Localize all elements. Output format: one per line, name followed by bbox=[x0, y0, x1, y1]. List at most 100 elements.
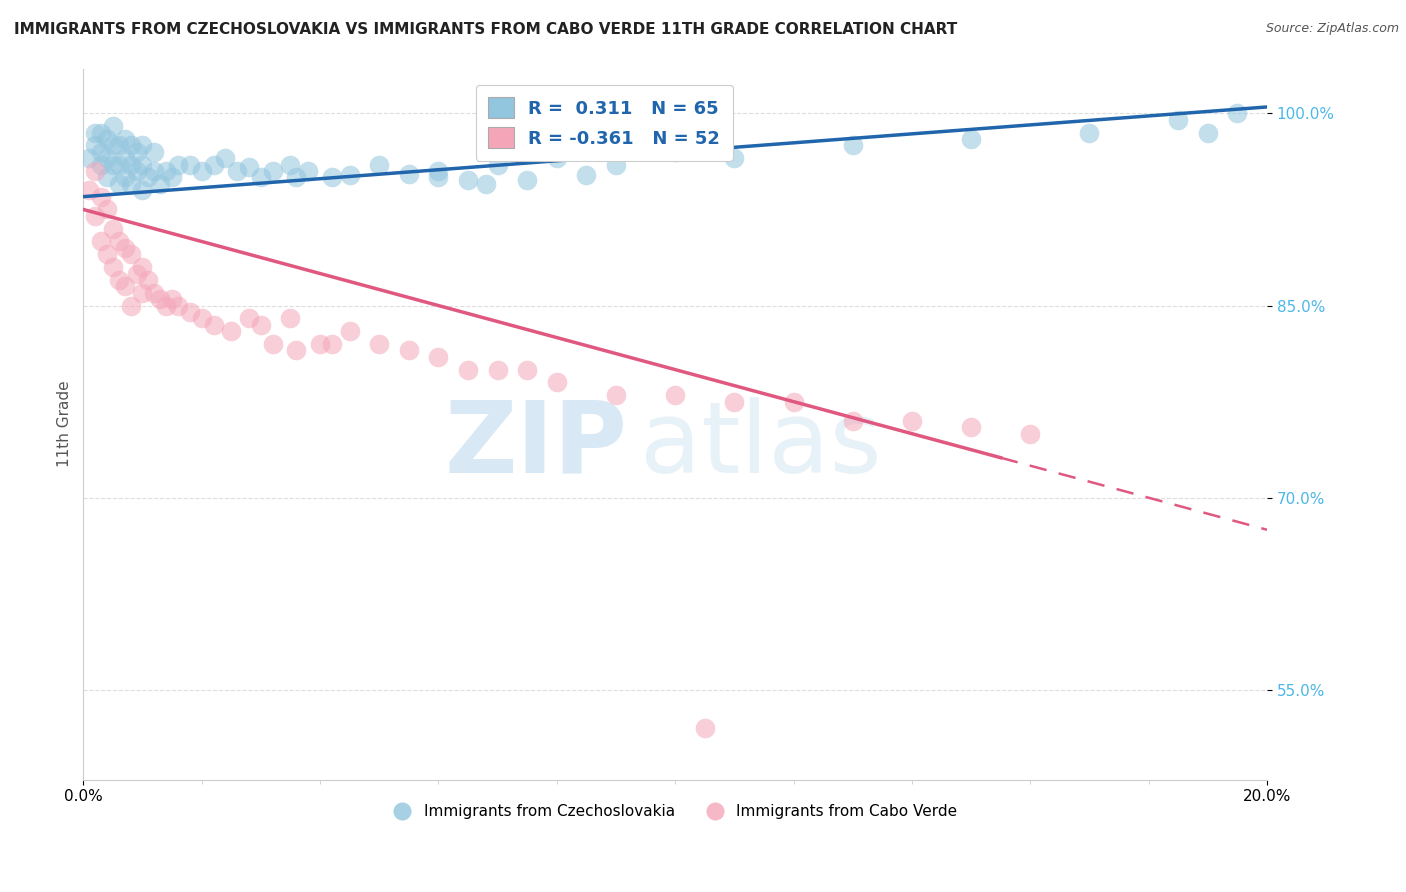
Point bbox=[285, 343, 308, 358]
Point bbox=[120, 247, 142, 261]
Point bbox=[841, 414, 863, 428]
Text: ZIP: ZIP bbox=[444, 397, 628, 494]
Point bbox=[84, 164, 107, 178]
Point bbox=[107, 138, 129, 153]
Point bbox=[114, 241, 136, 255]
Point bbox=[107, 235, 129, 249]
Point bbox=[1226, 106, 1249, 120]
Point bbox=[238, 160, 260, 174]
Point bbox=[167, 158, 190, 172]
Point bbox=[1197, 126, 1219, 140]
Point bbox=[101, 260, 124, 274]
Point bbox=[84, 126, 107, 140]
Point bbox=[96, 170, 118, 185]
Point bbox=[238, 311, 260, 326]
Point bbox=[546, 151, 568, 165]
Point bbox=[575, 168, 598, 182]
Point bbox=[427, 170, 450, 185]
Point bbox=[84, 138, 107, 153]
Point bbox=[457, 173, 479, 187]
Y-axis label: 11th Grade: 11th Grade bbox=[58, 381, 72, 467]
Text: atlas: atlas bbox=[640, 397, 882, 494]
Point bbox=[90, 145, 112, 159]
Point bbox=[143, 145, 166, 159]
Point bbox=[149, 292, 172, 306]
Point bbox=[457, 362, 479, 376]
Text: IMMIGRANTS FROM CZECHOSLOVAKIA VS IMMIGRANTS FROM CABO VERDE 11TH GRADE CORRELAT: IMMIGRANTS FROM CZECHOSLOVAKIA VS IMMIGR… bbox=[14, 22, 957, 37]
Point bbox=[155, 299, 177, 313]
Text: Source: ZipAtlas.com: Source: ZipAtlas.com bbox=[1265, 22, 1399, 36]
Point bbox=[309, 337, 332, 351]
Point bbox=[723, 394, 745, 409]
Point bbox=[90, 235, 112, 249]
Point bbox=[149, 177, 172, 191]
Point bbox=[321, 337, 343, 351]
Point bbox=[782, 394, 804, 409]
Point bbox=[546, 376, 568, 390]
Point bbox=[190, 164, 212, 178]
Point bbox=[486, 362, 509, 376]
Point bbox=[262, 337, 284, 351]
Point bbox=[120, 177, 142, 191]
Point bbox=[101, 221, 124, 235]
Point bbox=[339, 324, 361, 338]
Point bbox=[605, 388, 627, 402]
Point bbox=[120, 158, 142, 172]
Point bbox=[77, 151, 100, 165]
Point bbox=[664, 388, 686, 402]
Point bbox=[1078, 126, 1101, 140]
Point bbox=[398, 343, 420, 358]
Point bbox=[474, 177, 496, 191]
Point bbox=[516, 362, 538, 376]
Point bbox=[120, 299, 142, 313]
Point bbox=[167, 299, 190, 313]
Point bbox=[605, 158, 627, 172]
Point bbox=[120, 138, 142, 153]
Point bbox=[486, 158, 509, 172]
Point bbox=[114, 151, 136, 165]
Point bbox=[693, 722, 716, 736]
Point bbox=[138, 273, 160, 287]
Point bbox=[131, 260, 153, 274]
Point bbox=[107, 158, 129, 172]
Point bbox=[179, 158, 201, 172]
Point bbox=[285, 170, 308, 185]
Point bbox=[114, 132, 136, 146]
Point bbox=[427, 164, 450, 178]
Point bbox=[160, 292, 183, 306]
Point bbox=[96, 247, 118, 261]
Point bbox=[280, 311, 302, 326]
Point bbox=[339, 168, 361, 182]
Point bbox=[262, 164, 284, 178]
Point bbox=[101, 119, 124, 133]
Point bbox=[516, 173, 538, 187]
Point bbox=[427, 350, 450, 364]
Point bbox=[90, 158, 112, 172]
Point bbox=[841, 138, 863, 153]
Point bbox=[960, 132, 983, 146]
Point bbox=[368, 158, 391, 172]
Point bbox=[114, 170, 136, 185]
Point bbox=[107, 273, 129, 287]
Point bbox=[84, 209, 107, 223]
Point bbox=[131, 183, 153, 197]
Point bbox=[131, 285, 153, 300]
Point bbox=[190, 311, 212, 326]
Point bbox=[131, 158, 153, 172]
Point bbox=[398, 167, 420, 181]
Point bbox=[125, 267, 148, 281]
Point bbox=[77, 183, 100, 197]
Point bbox=[143, 164, 166, 178]
Point bbox=[250, 170, 273, 185]
Point bbox=[131, 138, 153, 153]
Point bbox=[125, 164, 148, 178]
Point bbox=[101, 158, 124, 172]
Point bbox=[155, 164, 177, 178]
Point bbox=[179, 305, 201, 319]
Point bbox=[96, 151, 118, 165]
Point bbox=[226, 164, 249, 178]
Point bbox=[1019, 426, 1042, 441]
Legend: Immigrants from Czechoslovakia, Immigrants from Cabo Verde: Immigrants from Czechoslovakia, Immigran… bbox=[387, 798, 963, 825]
Point bbox=[901, 414, 924, 428]
Point bbox=[202, 158, 225, 172]
